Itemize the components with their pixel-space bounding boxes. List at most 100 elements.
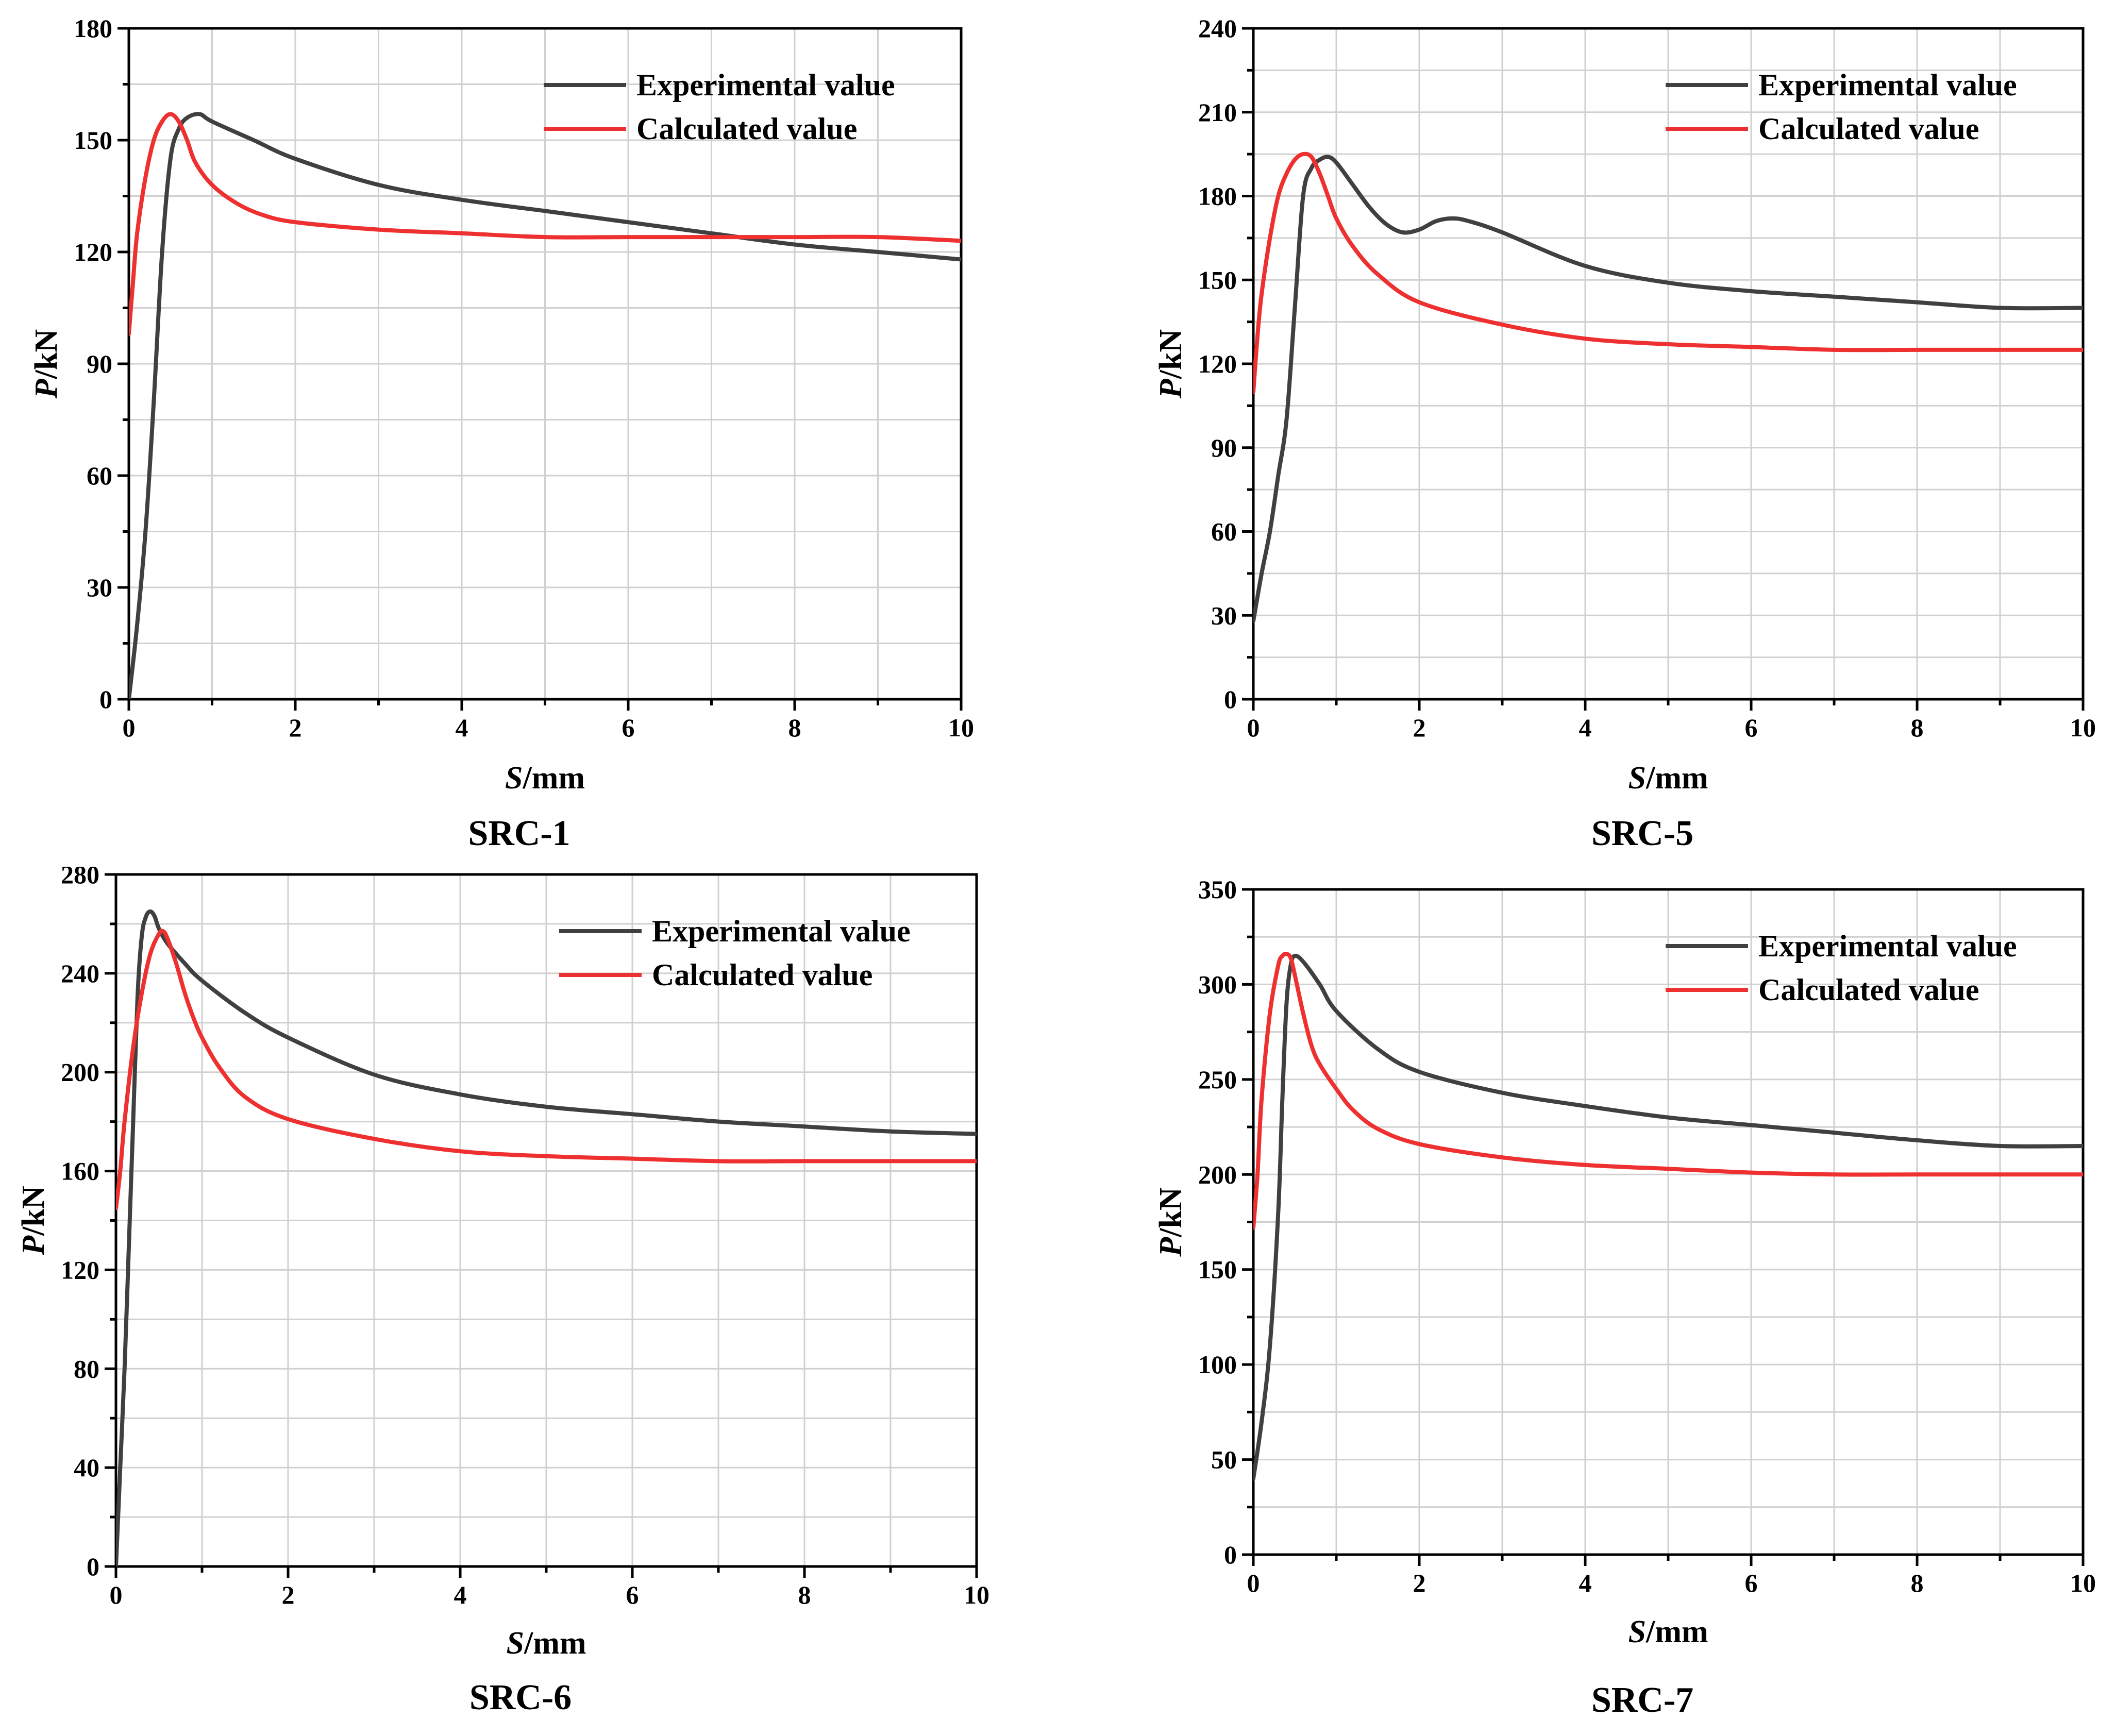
x-axis: 0 2 4 6 8 10 [1247,1555,2096,1597]
series-line-calculated [116,929,977,1210]
x-tick-label: 0 [1247,1569,1260,1597]
y-tick-label: 120 [74,238,112,266]
series-line-calculated [129,112,961,336]
grid [129,28,961,699]
y-tick-label: 80 [74,1354,99,1383]
panel-caption: SRC-1 [468,814,570,853]
x-axis-var: S [505,761,523,796]
panel-src-6: 0 2 4 6 8 10 0 40 80 120 160 200 240 280 S/mm P/kN Exper… [0,860,1058,1736]
y-tick-label: 180 [74,14,112,43]
y-tick-label: 200 [61,1058,99,1087]
y-axis-unit: /kN [1153,1187,1188,1237]
plot-area [116,909,977,1566]
legend-label: Calculated value [636,112,857,146]
x-tick-label: 2 [282,1580,295,1609]
x-tick-label: 0 [1247,713,1260,742]
x-axis-label: S/mm [1628,761,1708,796]
x-tick-label: 8 [1911,713,1924,742]
y-axis-unit: /kN [16,1186,51,1236]
x-axis-label: S/mm [505,761,585,796]
legend: Experimental value Calculated value [1666,68,2017,146]
legend-label: Calculated value [652,958,872,992]
chart-src-1: 0 2 4 6 8 10 0 30 60 90 120 150 180 S/mm P/kN Experimen… [29,14,974,853]
plot-area [1253,151,2083,623]
y-tick-label: 200 [1198,1160,1237,1189]
x-tick-label: 4 [1579,1569,1592,1597]
y-tick-label: 60 [1211,517,1237,546]
series-line-experimental [1253,155,2083,623]
series-line-experimental [116,909,977,1566]
y-tick-label: 150 [1198,1255,1237,1284]
panel-caption: SRC-5 [1591,814,1693,853]
y-axis-var: P [16,1235,51,1256]
x-tick-label: 6 [1745,713,1758,742]
x-tick-label: 8 [788,713,801,742]
legend-label: Calculated value [1758,112,1979,146]
y-tick-label: 0 [87,1552,99,1581]
y-axis-var: P [1153,378,1188,399]
y-tick-label: 300 [1198,970,1237,999]
grid [116,874,977,1566]
y-axis-unit: /kN [1153,329,1188,379]
y-axis-label: P/kN [1153,1187,1188,1257]
series-line-experimental [129,112,961,699]
plot-area [129,112,961,699]
panel-src-5: 0 2 4 6 8 10 0 30 60 90 120 150 180 210 240 S/mm P/kN Exp… [1058,0,2115,869]
y-tick-label: 250 [1198,1065,1237,1094]
x-tick-label: 0 [110,1580,123,1609]
y-axis: 0 30 60 90 120 150 180 [74,14,129,714]
legend-label: Experimental value [652,914,911,948]
x-tick-label: 6 [1745,1569,1758,1597]
y-axis: 0 40 80 120 160 200 240 280 [61,860,116,1581]
x-axis-label: S/mm [506,1626,586,1661]
x-axis: 0 2 4 6 8 10 [123,699,974,742]
y-tick-label: 120 [1198,349,1237,378]
x-tick-label: 2 [289,713,302,742]
x-tick-label: 4 [1579,713,1592,742]
y-tick-label: 350 [1198,875,1237,904]
panel-src-1: 0 2 4 6 8 10 0 30 60 90 120 150 180 S/mm P/kN Experimen… [0,0,1058,869]
y-tick-label: 150 [74,126,112,155]
x-tick-label: 2 [1413,713,1426,742]
x-axis-var: S [1628,1614,1646,1649]
x-axis-unit: /mm [522,761,585,796]
y-tick-label: 160 [61,1157,99,1186]
y-tick-label: 240 [1198,14,1237,43]
series-line-calculated [1253,952,2083,1230]
chart-src-7: 0 2 4 6 8 10050100150200250300350S/mmP/kNExpe… [1153,875,2096,1720]
y-tick-label: 240 [61,959,99,988]
y-tick-label: 50 [1211,1445,1237,1474]
legend-label: Experimental value [636,68,895,102]
y-axis-var: P [29,378,64,399]
legend-label: Calculated value [1758,973,1979,1007]
grid [1253,28,2083,699]
y-axis-label: P/kN [16,1186,51,1255]
y-tick-label: 40 [74,1453,99,1482]
x-axis: 0 2 4 6 8 10 [110,1566,989,1609]
legend: Experimental value Calculated value [544,68,895,146]
x-axis-var: S [506,1626,524,1661]
y-tick-label: 100 [1198,1350,1237,1379]
y-tick-label: 30 [1211,601,1237,630]
panel-src-7: 0 2 4 6 8 10 0 50 100 150 200 250 300 350 S/mm P/kN Expe… [1058,867,2115,1736]
y-tick-label: 0 [1224,685,1237,714]
y-tick-label: 280 [61,867,99,889]
x-tick-label: 10 [2070,713,2096,742]
x-tick-label: 4 [456,713,468,742]
x-tick-label: 10 [948,713,974,742]
y-tick-label: 0 [1224,1540,1237,1569]
y-tick-label: 210 [1198,98,1237,127]
y-tick-label: 60 [87,461,112,490]
x-tick-label: 10 [2070,1569,2096,1597]
x-axis-unit: /mm [1646,761,1708,796]
x-axis-unit: /mm [524,1626,586,1661]
y-tick-label: 0 [99,685,112,714]
y-tick-label: 150 [1198,265,1237,294]
x-axis: 0 2 4 6 8 10 [1247,699,2096,742]
x-tick-label: 4 [454,1580,467,1609]
y-axis: 0 50 100 150 200 250 300 350 [1198,875,1253,1569]
x-axis-var: S [1628,761,1646,796]
y-axis: 0 30 60 90 120 150 180 210 240 [1198,14,1253,714]
legend-label: Experimental value [1758,929,2017,963]
y-tick-label: 120 [61,1255,99,1284]
